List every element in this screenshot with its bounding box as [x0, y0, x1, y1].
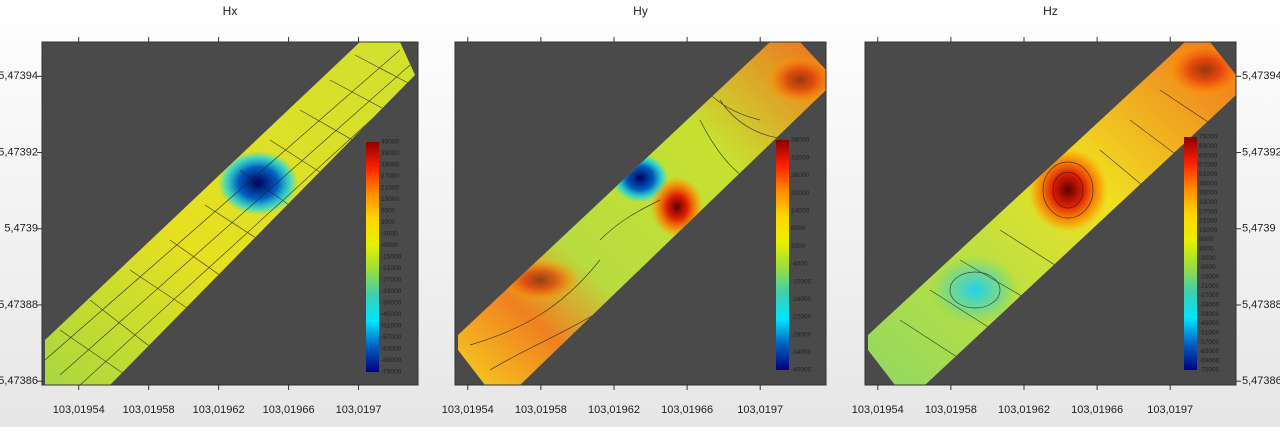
colorbar-label: 57000 [1199, 162, 1217, 169]
colorbar-label: -21000 [1199, 283, 1220, 290]
chart-title: Hx [223, 4, 238, 18]
colorbar-label: 33000 [381, 162, 399, 169]
colorbar-label: -28000 [791, 331, 812, 338]
colorbar-label: -34000 [791, 349, 812, 356]
y-tick-label: 5,47388 [0, 299, 38, 311]
x-tick-label: 103,0197 [737, 404, 783, 416]
colorbar-label: -39000 [381, 300, 402, 307]
colorbar-label: 33000 [1199, 199, 1217, 206]
colorbar-label: -4000 [791, 261, 808, 268]
chart-title: Hz [1043, 4, 1058, 18]
colorbar-label: -69000 [381, 357, 402, 364]
y-tick-label: 5,47392 [1242, 146, 1280, 158]
colorbar-label: -75000 [1199, 367, 1220, 374]
y-tick-label: 5,4739 [1242, 223, 1276, 235]
colorbar-label: -33000 [381, 288, 402, 295]
colorbar-label: 45000 [1199, 180, 1217, 187]
y-tick-label: 5,47394 [0, 70, 38, 82]
x-tick-label: 103,01962 [998, 404, 1050, 416]
y-tick-label: 5,47394 [1242, 70, 1280, 82]
colorbar-label: 32000 [791, 154, 809, 161]
x-tick-label: 103,0197 [336, 404, 382, 416]
colorbar-label: -45000 [381, 311, 402, 318]
colorbar-label: -75000 [381, 369, 402, 376]
colorbar [1184, 137, 1197, 370]
colorbar-label: 15000 [381, 196, 399, 203]
y-tick-label: 5,4739 [4, 223, 38, 235]
colorbar-label: -9000 [381, 242, 398, 249]
colorbar-label: -27000 [1199, 292, 1220, 299]
plot-frame [864, 41, 1237, 386]
colorbar-label: -10000 [791, 278, 812, 285]
x-tick-label: 103,01962 [193, 404, 245, 416]
y-tick-label: 5,47388 [1242, 299, 1280, 311]
x-tick-label: 103,01966 [1071, 404, 1123, 416]
colorbar-label: -3000 [1199, 255, 1216, 262]
x-tick-label: 103,01958 [123, 404, 175, 416]
colorbar-label: 3000 [381, 219, 396, 226]
colorbar-label: -51000 [1199, 329, 1220, 336]
x-tick-label: 103,01954 [442, 404, 494, 416]
colorbar-label: -33000 [1199, 301, 1220, 308]
colorbar-label: 2000 [791, 243, 806, 250]
colorbar-label: 21000 [381, 185, 399, 192]
colorbar-label: 27000 [1199, 208, 1217, 215]
colorbar-label: 27000 [381, 173, 399, 180]
x-tick-label: 103,01958 [515, 404, 567, 416]
colorbar-label: 45000 [381, 139, 399, 146]
x-tick-label: 103,01962 [588, 404, 640, 416]
y-tick-label: 5,47386 [0, 375, 38, 387]
colorbar-label: 15000 [1199, 227, 1217, 234]
colorbar-label: -57000 [1199, 339, 1220, 346]
colorbar-label: 39000 [381, 150, 399, 157]
colorbar-label: -15000 [1199, 274, 1220, 281]
x-tick-label: 103,01954 [53, 404, 105, 416]
colorbar-label: 38000 [791, 137, 809, 144]
x-tick-label: 103,01966 [661, 404, 713, 416]
colorbar [366, 142, 379, 372]
colorbar-label: -21000 [381, 265, 402, 272]
colorbar-label: 9000 [381, 208, 396, 215]
colorbar-label: 3000 [1199, 246, 1214, 253]
colorbar-label: -69000 [1199, 357, 1220, 364]
colorbar-label: -63000 [381, 346, 402, 353]
colorbar-label: -51000 [381, 323, 402, 330]
colorbar-label: -22000 [791, 314, 812, 321]
plot-frame [41, 41, 419, 386]
x-tick-label: 103,01958 [925, 404, 977, 416]
colorbar-label: -3000 [381, 231, 398, 238]
colorbar-label: -63000 [1199, 348, 1220, 355]
colorbar-label: -57000 [381, 334, 402, 341]
colorbar-label: 21000 [1199, 218, 1217, 225]
colorbar-label: 26000 [791, 172, 809, 179]
colorbar-label: -27000 [381, 277, 402, 284]
colorbar-label: 69000 [1199, 143, 1217, 150]
colorbar-label: 8000 [791, 225, 806, 232]
colorbar [776, 140, 789, 370]
colorbar-label: 51000 [1199, 171, 1217, 178]
colorbar-label: 75000 [1199, 134, 1217, 141]
colorbar-label: 20000 [791, 190, 809, 197]
colorbar-label: 14000 [791, 207, 809, 214]
colorbar-label: 63000 [1199, 152, 1217, 159]
x-tick-label: 103,0197 [1147, 404, 1193, 416]
x-tick-label: 103,01966 [263, 404, 315, 416]
x-tick-label: 103,01954 [852, 404, 904, 416]
chart-title: Hy [633, 4, 648, 18]
colorbar-label: -39000 [1199, 311, 1220, 318]
colorbar-label: 39000 [1199, 190, 1217, 197]
colorbar-label: -45000 [1199, 320, 1220, 327]
plot-frame [454, 41, 827, 386]
colorbar-label: -9000 [1199, 264, 1216, 271]
colorbar-label: -16000 [791, 296, 812, 303]
y-tick-label: 5,47386 [1242, 375, 1280, 387]
colorbar-label: -15000 [381, 254, 402, 261]
colorbar-label: 9000 [1199, 236, 1214, 243]
colorbar-label: -40000 [791, 367, 812, 374]
y-tick-label: 5,47392 [0, 146, 38, 158]
